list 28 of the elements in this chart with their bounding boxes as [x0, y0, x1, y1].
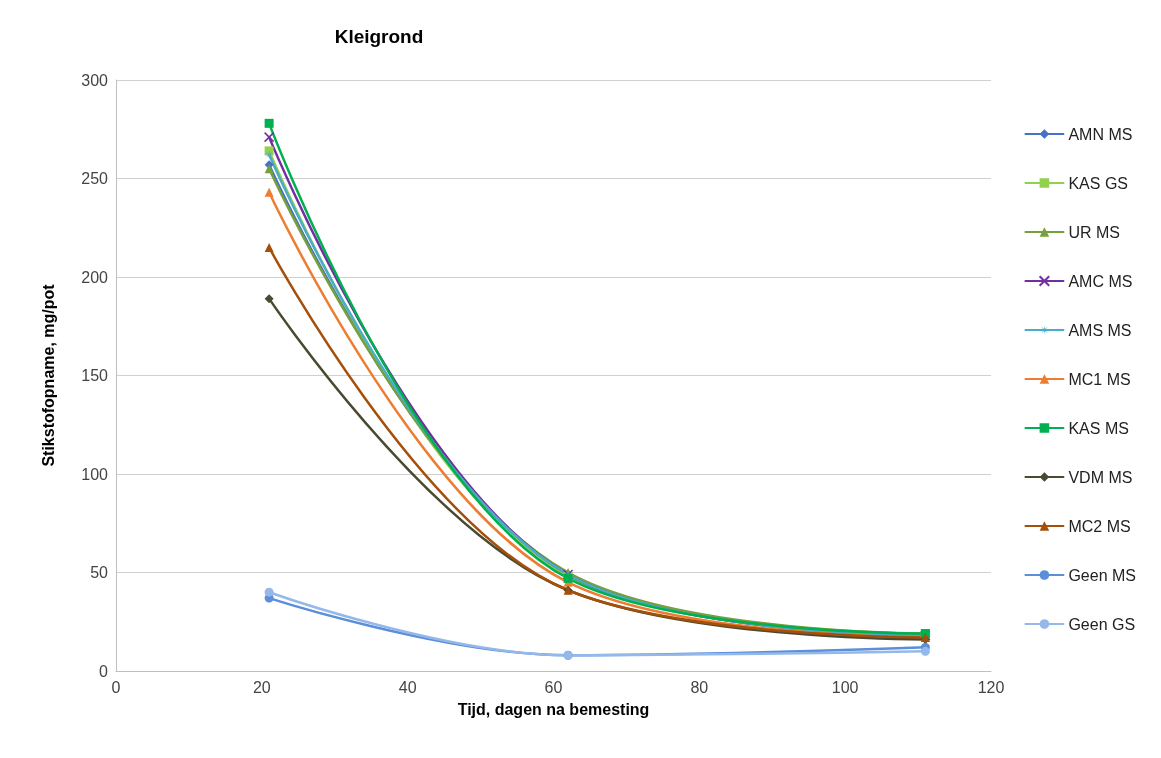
legend-label: AMC MS	[1068, 272, 1133, 290]
y-tick-label: 50	[90, 564, 109, 581]
legend-label: MC1 MS	[1068, 370, 1131, 388]
legend-label: Geen GS	[1068, 615, 1136, 633]
x-axis-title: Tijd, dagen na bemesting	[457, 700, 650, 718]
x-tick-label: 100	[831, 678, 859, 696]
chart-title: Kleigrond	[334, 26, 424, 47]
legend-label: KAS GS	[1068, 174, 1128, 192]
x-tick-label: 120	[977, 678, 1005, 696]
y-tick-label: 300	[81, 71, 109, 89]
legend-label: Geen MS	[1068, 566, 1137, 584]
y-tick-label: 100	[81, 465, 109, 483]
legend-label: AMN MS	[1068, 125, 1133, 143]
x-tick-label: 80	[690, 678, 709, 696]
legend-label: AMS MS	[1068, 321, 1132, 339]
y-tick-label: 0	[99, 662, 109, 680]
legend-label: UR MS	[1068, 223, 1120, 241]
x-tick-label: 40	[398, 678, 417, 696]
x-tick-label: 20	[252, 678, 271, 696]
y-axis-title: Stikstofopname, mg/pot	[39, 283, 57, 467]
x-tick-label: 60	[544, 678, 563, 696]
legend-label: VDM MS	[1068, 468, 1133, 486]
x-tick-label: 0	[111, 678, 121, 696]
y-tick-label: 150	[81, 367, 109, 384]
y-tick-label: 200	[81, 268, 109, 286]
y-tick-label: 250	[81, 170, 109, 187]
legend-label: KAS MS	[1068, 419, 1129, 437]
legend-label: MC2 MS	[1068, 517, 1131, 535]
